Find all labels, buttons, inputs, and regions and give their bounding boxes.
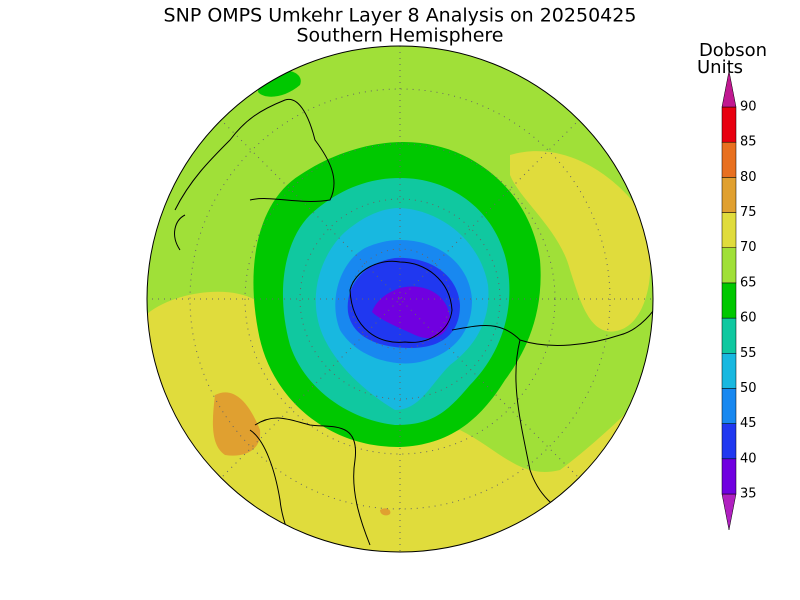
colorbar-tick-label: 40 — [740, 451, 757, 466]
colorbar-segment — [721, 106, 737, 143]
field-75-80 — [380, 508, 391, 516]
colorbar-tick-label: 85 — [740, 135, 757, 150]
colorbar-tick-label: 55 — [740, 346, 757, 361]
colorbar-tick-label: 70 — [740, 240, 757, 255]
colorbar-tick-label: 45 — [740, 416, 757, 431]
colorbar-tick-label: 80 — [740, 170, 757, 185]
map — [147, 46, 653, 552]
colorbar-segment — [721, 423, 737, 460]
field-35-40 — [372, 286, 450, 339]
map-border — [146, 45, 654, 553]
title: SNP OMPS Umkehr Layer 8 Analysis on 2025… — [164, 5, 637, 27]
colorbar-segment — [721, 353, 737, 389]
unit-label: Units — [697, 57, 743, 78]
colorbar-segment — [721, 212, 737, 248]
colorbar-tick-label: 60 — [740, 311, 757, 326]
colorbar-over — [721, 70, 737, 108]
colorbar-tick-label: 75 — [740, 205, 757, 220]
field-70-75 — [510, 151, 651, 332]
field-75-80 — [212, 392, 261, 456]
colorbar-segment — [721, 282, 737, 319]
colorbar-segment — [721, 247, 737, 284]
colorbar-segment — [721, 388, 737, 424]
colorbar-under — [721, 493, 737, 531]
colorbar-segment — [721, 317, 737, 354]
colorbar-tick-label: 35 — [740, 487, 757, 502]
colorbar-tick-label: 65 — [740, 275, 757, 290]
colorbar-tick-label: 50 — [740, 381, 757, 396]
unit-label: Dobson — [699, 40, 767, 61]
colorbar-segment — [721, 458, 737, 495]
colorbar-tick-label: 90 — [740, 100, 757, 115]
subtitle: Southern Hemisphere — [296, 25, 503, 47]
colorbar-segment — [721, 141, 737, 178]
colorbar-segment — [721, 177, 737, 213]
colorbar: 35 40 45 50 55 60 65 70 75 80 85 90 — [721, 70, 757, 531]
